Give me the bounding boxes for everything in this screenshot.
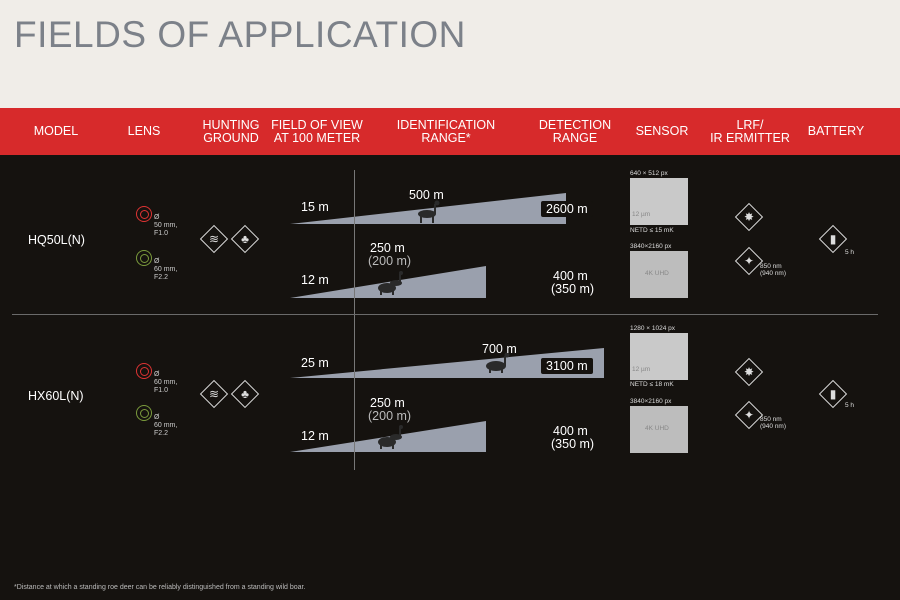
digital-lens-icon	[136, 405, 152, 421]
row-divider	[12, 314, 878, 315]
sensor-netd: NETD ≤ 15 mK	[630, 227, 674, 234]
header-identification-range: IDENTIFICATION RANGE*	[396, 117, 496, 145]
fov-value: 25 m	[301, 356, 329, 370]
sensor-label: 4K UHD	[645, 425, 669, 432]
sensor-resolution: 640 × 512 px	[630, 170, 668, 177]
detection-range: 400 m	[553, 424, 588, 438]
fov-value: 12 m	[301, 429, 329, 443]
header-battery: BATTERY	[807, 124, 865, 138]
roe-deer-icon	[418, 200, 440, 223]
title-banner	[0, 0, 900, 108]
sensor-resolution: 1280 × 1024 px	[630, 325, 675, 332]
battery-life: 5 h	[845, 249, 855, 256]
header-sensor: SENSOR	[635, 124, 689, 138]
thermal-lens-icon	[136, 206, 152, 222]
sensor-netd: NETD ≤ 18 mK	[630, 381, 674, 388]
wild-boar-icon	[486, 352, 510, 373]
thermal-lens-icon	[136, 363, 152, 379]
sensor-thermal: 12 µm	[630, 333, 688, 380]
lens-spec: Ø 60 mm, F2.2	[154, 258, 178, 281]
lens-spec: Ø 60 mm, F1.0	[154, 371, 178, 394]
header-hunting-ground: HUNTING GROUND	[202, 117, 260, 145]
lens-spec: Ø 60 mm, F2.2	[154, 414, 178, 437]
identification-range: 500 m	[409, 188, 444, 202]
identification-range-sub: (200 m)	[368, 254, 412, 268]
header-lens: LENS	[127, 124, 161, 138]
model-name: HX60L(N)	[28, 389, 84, 403]
detection-range: 2600 m	[541, 201, 593, 217]
sensor-pitch: 12 µm	[632, 366, 651, 373]
sensor-resolution: 3840×2160 px	[630, 243, 672, 250]
fov-value: 12 m	[301, 273, 329, 287]
sensor-label: 4K UHD	[645, 270, 669, 277]
sensor-digital: 4K UHD	[630, 251, 688, 298]
roe-deer-icon	[390, 425, 403, 440]
wild-boar-icon	[378, 283, 396, 295]
sensor-pitch: 12 µm	[632, 211, 651, 218]
identification-range: 250 m	[370, 241, 405, 255]
detection-range: 3100 m	[541, 358, 593, 374]
range-baseline	[354, 170, 355, 470]
sensor-thermal: 12 µm	[630, 178, 688, 225]
identification-range: 700 m	[482, 342, 517, 356]
ir-wavelength: 850 nm (940 nm)	[760, 416, 787, 430]
detection-range-sub: (350 m)	[551, 437, 595, 451]
header-lrf: LRF/ IR ERMITTER	[710, 117, 790, 145]
table-header: MODEL LENS HUNTING GROUND FIELD OF VIEW …	[0, 108, 900, 155]
header-detection-range: DETECTION RANGE	[538, 117, 612, 145]
footnote: *Distance at which a standing roe deer c…	[14, 584, 306, 591]
sensor-digital: 4K UHD	[630, 406, 688, 453]
detection-range: 400 m	[553, 269, 588, 283]
ir-wavelength: 850 nm (940 nm)	[760, 263, 787, 277]
battery-life: 5 h	[845, 402, 855, 409]
identification-range-sub: (200 m)	[368, 409, 412, 423]
page-title: FIELDS OF APPLICATION	[14, 14, 466, 55]
digital-lens-icon	[136, 250, 152, 266]
wild-boar-icon	[378, 437, 396, 449]
header-model: MODEL	[33, 124, 79, 138]
model-name: HQ50L(N)	[28, 233, 85, 247]
detection-wedge	[290, 348, 604, 378]
detection-wedge	[290, 266, 486, 298]
header-field-of-view: FIELD OF VIEW AT 100 METER	[271, 117, 363, 145]
fov-value: 15 m	[301, 200, 329, 214]
roe-deer-icon	[390, 271, 403, 286]
identification-range: 250 m	[370, 396, 405, 410]
detection-wedge	[290, 421, 486, 452]
sensor-resolution: 3840×2160 px	[630, 398, 672, 405]
lens-spec: Ø 50 mm, F1.0	[154, 214, 178, 237]
detection-range-sub: (350 m)	[551, 282, 595, 296]
detection-wedge	[290, 193, 566, 224]
